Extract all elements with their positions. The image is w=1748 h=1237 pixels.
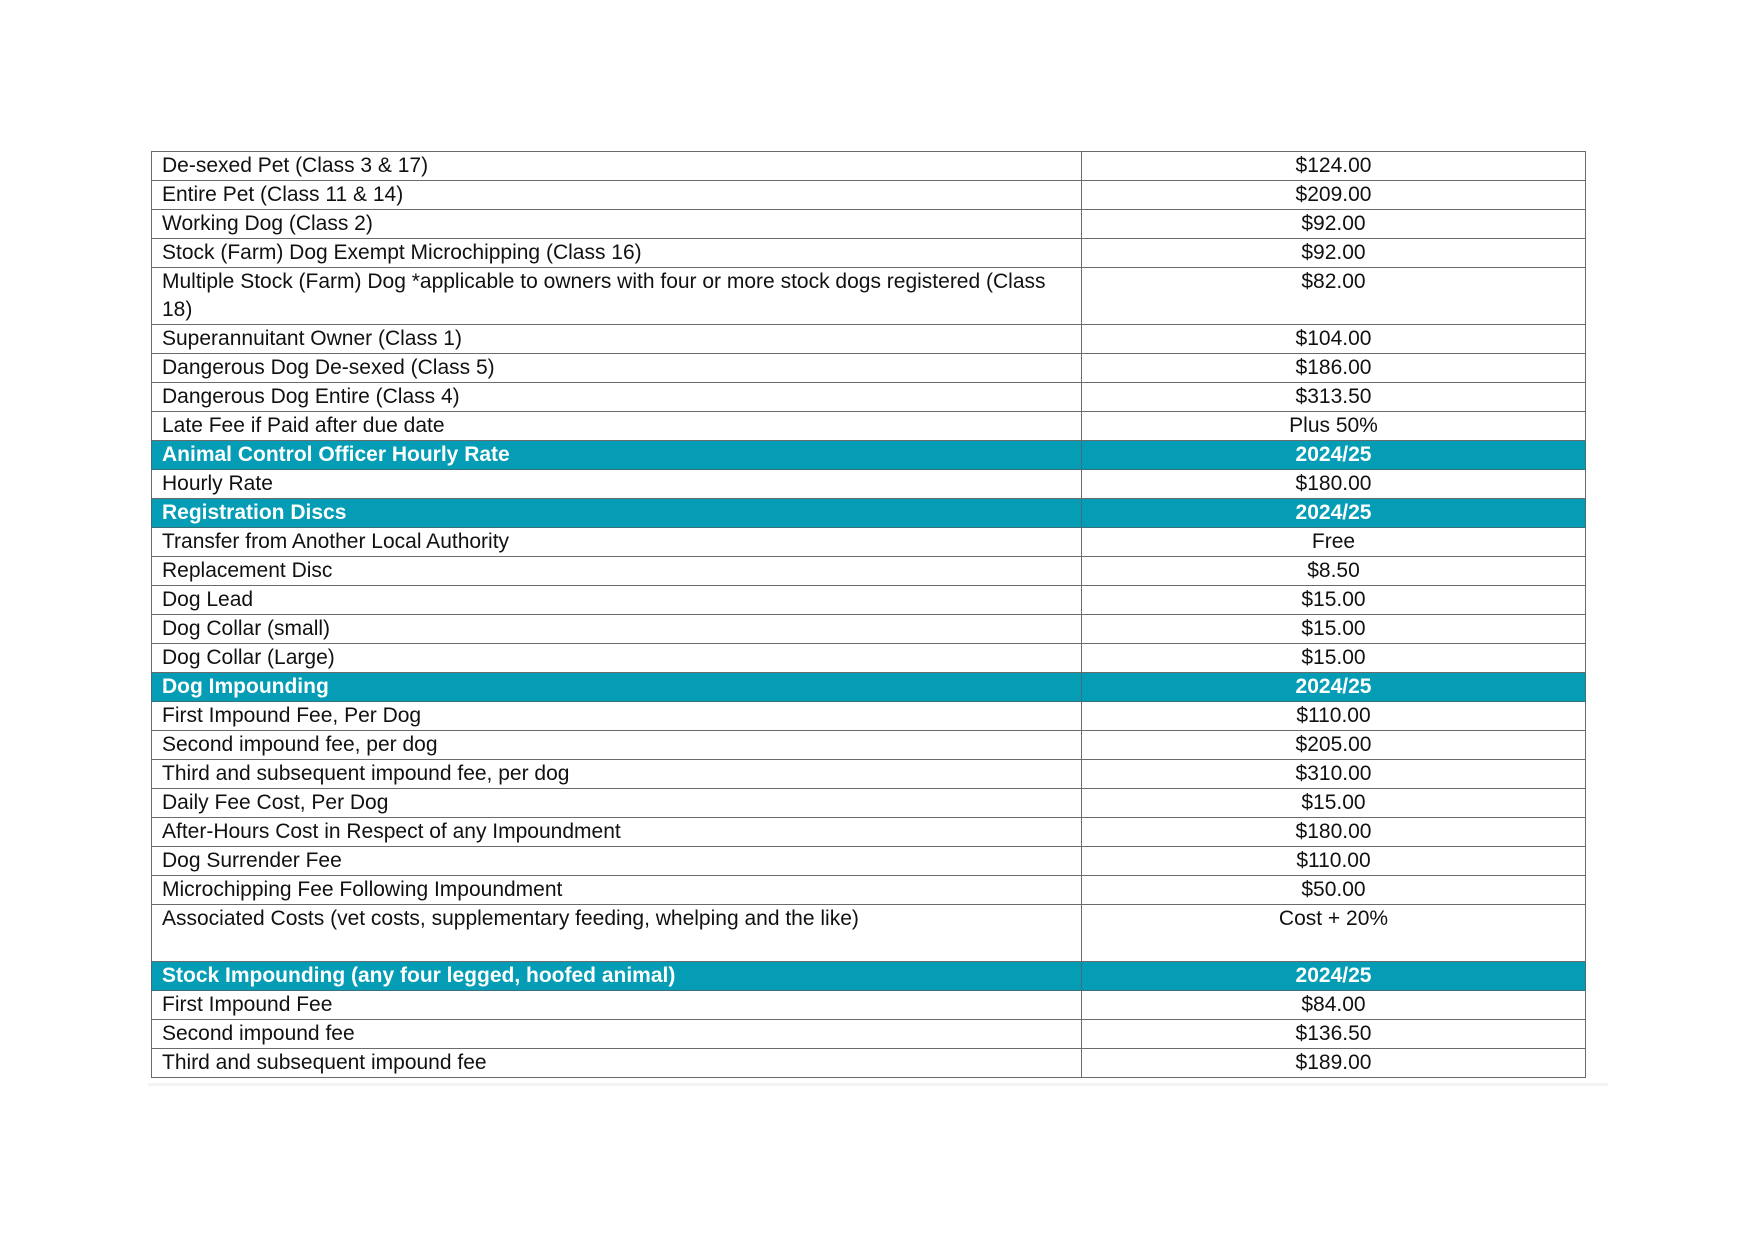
- fee-description: Superannuitant Owner (Class 1): [151, 324, 1082, 354]
- fee-description: Hourly Rate: [151, 469, 1082, 499]
- section-title: Stock Impounding (any four legged, hoofe…: [151, 961, 1082, 991]
- table-row: First Impound Fee $84.00: [151, 990, 1586, 1020]
- fee-value: $205.00: [1081, 730, 1586, 760]
- section-year: 2024/25: [1081, 440, 1586, 470]
- table-row: Microchipping Fee Following Impoundment …: [151, 875, 1586, 905]
- fee-value: $104.00: [1081, 324, 1586, 354]
- table-row: Transfer from Another Local Authority Fr…: [151, 527, 1586, 557]
- fee-value: $189.00: [1081, 1048, 1586, 1078]
- fee-description: Second impound fee: [151, 1019, 1082, 1049]
- fee-description: Dog Collar (Large): [151, 643, 1082, 673]
- table-row: First Impound Fee, Per Dog $110.00: [151, 701, 1586, 731]
- fee-description: Transfer from Another Local Authority: [151, 527, 1082, 557]
- table-row: Working Dog (Class 2) $92.00: [151, 209, 1586, 239]
- fee-description: Working Dog (Class 2): [151, 209, 1082, 239]
- fee-description: Multiple Stock (Farm) Dog *applicable to…: [151, 267, 1082, 325]
- table-row: Multiple Stock (Farm) Dog *applicable to…: [151, 267, 1586, 325]
- table-row: Dog Lead $15.00: [151, 585, 1586, 615]
- fee-value: $180.00: [1081, 469, 1586, 499]
- table-row: After-Hours Cost in Respect of any Impou…: [151, 817, 1586, 847]
- table-row: Dangerous Dog De-sexed (Class 5) $186.00: [151, 353, 1586, 383]
- fee-description: Daily Fee Cost, Per Dog: [151, 788, 1082, 818]
- fee-description: Associated Costs (vet costs, supplementa…: [151, 904, 1082, 962]
- table-row: Third and subsequent impound fee, per do…: [151, 759, 1586, 789]
- section-year: 2024/25: [1081, 498, 1586, 528]
- fee-description: Entire Pet (Class 11 & 14): [151, 180, 1082, 210]
- fee-description: Third and subsequent impound fee, per do…: [151, 759, 1082, 789]
- table-row: Daily Fee Cost, Per Dog $15.00: [151, 788, 1586, 818]
- fee-value: $15.00: [1081, 585, 1586, 615]
- table-row: Associated Costs (vet costs, supplementa…: [151, 904, 1586, 962]
- fee-description: Dangerous Dog Entire (Class 4): [151, 382, 1082, 412]
- fee-value: Plus 50%: [1081, 411, 1586, 441]
- table-row: Dog Collar (small) $15.00: [151, 614, 1586, 644]
- table-row: Dangerous Dog Entire (Class 4) $313.50: [151, 382, 1586, 412]
- fee-description: Replacement Disc: [151, 556, 1082, 586]
- fee-description: Microchipping Fee Following Impoundment: [151, 875, 1082, 905]
- fee-value: $124.00: [1081, 151, 1586, 181]
- table-row: Second impound fee, per dog $205.00: [151, 730, 1586, 760]
- table-row: De-sexed Pet (Class 3 & 17) $124.00: [151, 151, 1586, 181]
- table-row: Stock (Farm) Dog Exempt Microchipping (C…: [151, 238, 1586, 268]
- fee-value: $110.00: [1081, 846, 1586, 876]
- fee-value: $180.00: [1081, 817, 1586, 847]
- table-row: Late Fee if Paid after due date Plus 50%: [151, 411, 1586, 441]
- table-row: Dog Surrender Fee $110.00: [151, 846, 1586, 876]
- fee-description: After-Hours Cost in Respect of any Impou…: [151, 817, 1082, 847]
- fee-value: $110.00: [1081, 701, 1586, 731]
- fee-value: $15.00: [1081, 614, 1586, 644]
- fee-description: First Impound Fee, Per Dog: [151, 701, 1082, 731]
- fee-value: $8.50: [1081, 556, 1586, 586]
- fee-description: First Impound Fee: [151, 990, 1082, 1020]
- section-header-row: Stock Impounding (any four legged, hoofe…: [151, 961, 1586, 991]
- fee-value: $92.00: [1081, 209, 1586, 239]
- fee-value: Free: [1081, 527, 1586, 557]
- fee-value: $15.00: [1081, 788, 1586, 818]
- section-title: Dog Impounding: [151, 672, 1082, 702]
- fee-description: Dog Lead: [151, 585, 1082, 615]
- fee-value: $92.00: [1081, 238, 1586, 268]
- table-row: Entire Pet (Class 11 & 14) $209.00: [151, 180, 1586, 210]
- fee-value: $313.50: [1081, 382, 1586, 412]
- section-header-row: Animal Control Officer Hourly Rate 2024/…: [151, 440, 1586, 470]
- page-divider: [148, 1083, 1608, 1086]
- fee-description: Second impound fee, per dog: [151, 730, 1082, 760]
- fee-description: Dog Collar (small): [151, 614, 1082, 644]
- fee-description: Stock (Farm) Dog Exempt Microchipping (C…: [151, 238, 1082, 268]
- fee-value: $84.00: [1081, 990, 1586, 1020]
- fee-value: $310.00: [1081, 759, 1586, 789]
- fee-description: Third and subsequent impound fee: [151, 1048, 1082, 1078]
- fee-description: Dog Surrender Fee: [151, 846, 1082, 876]
- fee-value: $50.00: [1081, 875, 1586, 905]
- section-header-row: Registration Discs 2024/25: [151, 498, 1586, 528]
- table-row: Second impound fee $136.50: [151, 1019, 1586, 1049]
- table-row: Hourly Rate $180.00: [151, 469, 1586, 499]
- fees-table: De-sexed Pet (Class 3 & 17) $124.00 Enti…: [151, 151, 1586, 1078]
- fee-value: $209.00: [1081, 180, 1586, 210]
- fee-value: $186.00: [1081, 353, 1586, 383]
- fee-value: $15.00: [1081, 643, 1586, 673]
- table-row: Dog Collar (Large) $15.00: [151, 643, 1586, 673]
- fee-value: Cost + 20%: [1081, 904, 1586, 962]
- fee-value: $82.00: [1081, 267, 1586, 325]
- section-title: Registration Discs: [151, 498, 1082, 528]
- fee-description: De-sexed Pet (Class 3 & 17): [151, 151, 1082, 181]
- section-header-row: Dog Impounding 2024/25: [151, 672, 1586, 702]
- fee-description: Late Fee if Paid after due date: [151, 411, 1082, 441]
- table-row: Superannuitant Owner (Class 1) $104.00: [151, 324, 1586, 354]
- section-year: 2024/25: [1081, 961, 1586, 991]
- section-title: Animal Control Officer Hourly Rate: [151, 440, 1082, 470]
- table-row: Third and subsequent impound fee $189.00: [151, 1048, 1586, 1078]
- table-row: Replacement Disc $8.50: [151, 556, 1586, 586]
- fee-value: $136.50: [1081, 1019, 1586, 1049]
- fee-description: Dangerous Dog De-sexed (Class 5): [151, 353, 1082, 383]
- section-year: 2024/25: [1081, 672, 1586, 702]
